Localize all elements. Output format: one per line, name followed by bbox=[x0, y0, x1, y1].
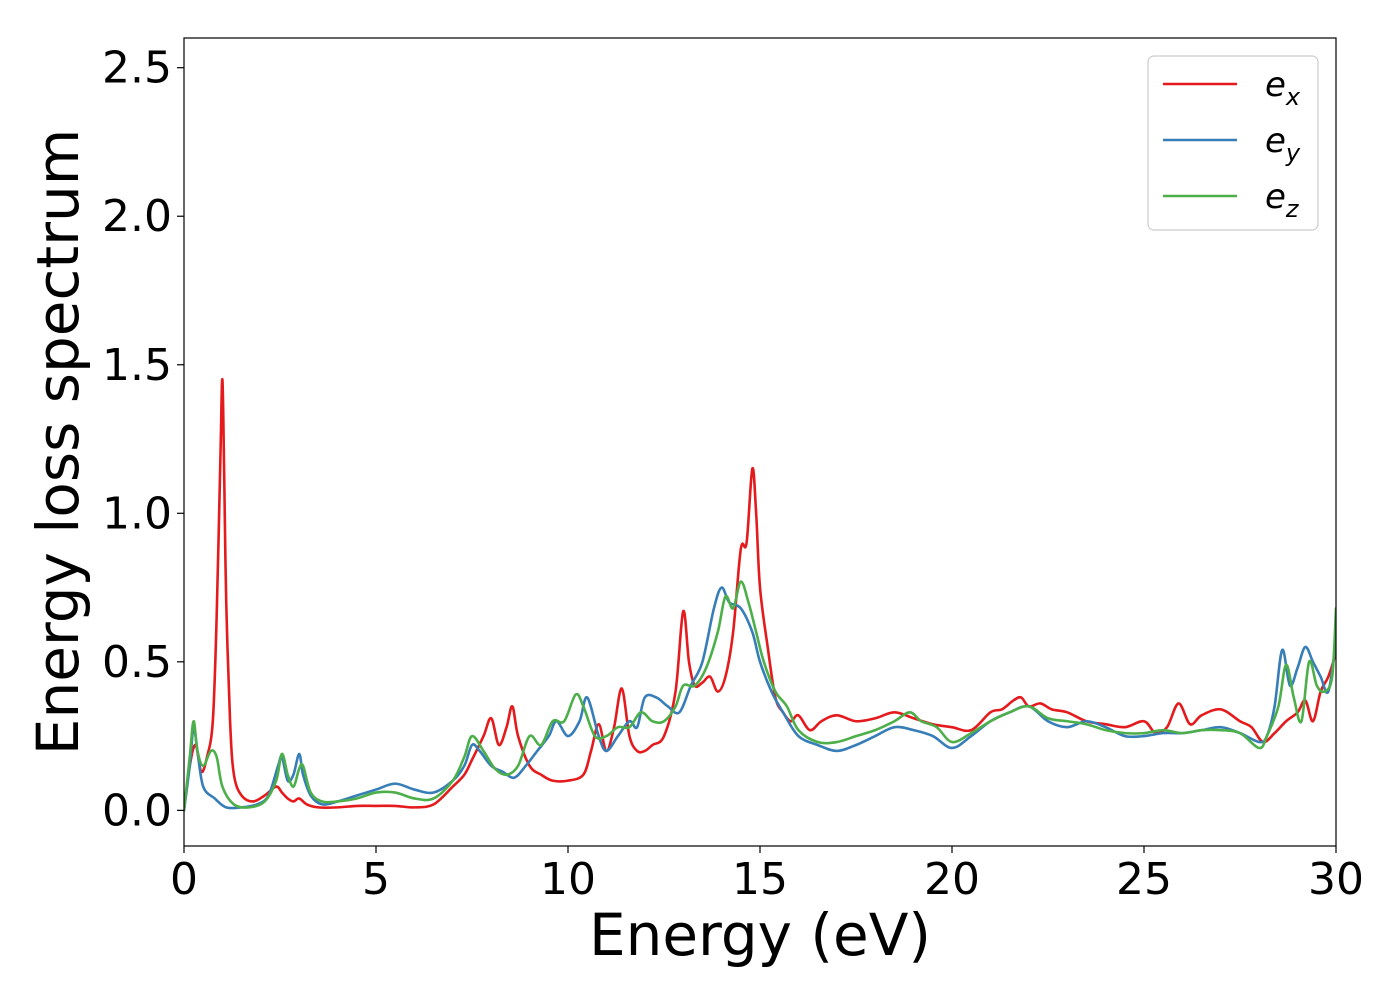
y-axis-label: Energy loss spectrum bbox=[24, 129, 92, 755]
series-layer bbox=[184, 378, 1336, 812]
legend-label: ez bbox=[1265, 177, 1300, 223]
legend-label-subscript: z bbox=[1285, 195, 1300, 223]
x-tick-label: 0 bbox=[170, 854, 198, 905]
legend-label-subscript: x bbox=[1285, 83, 1301, 111]
x-axis-ticks: 0 5 10 15 20 25 30 bbox=[170, 846, 1364, 905]
legend-label-subscript: y bbox=[1285, 139, 1301, 167]
legend-label-base: e bbox=[1265, 121, 1286, 161]
x-tick-label: 10 bbox=[540, 854, 596, 905]
x-axis-label: Energy (eV) bbox=[589, 901, 931, 969]
y-tick-label: 2.0 bbox=[102, 191, 172, 242]
x-tick-label: 30 bbox=[1308, 854, 1364, 905]
x-tick-label: 15 bbox=[732, 854, 788, 905]
legend-box bbox=[1147, 55, 1319, 231]
y-tick-label: 1.5 bbox=[102, 340, 172, 391]
y-tick-label: 0.5 bbox=[102, 637, 172, 688]
y-tick-label: 2.5 bbox=[102, 43, 172, 94]
y-tick-label: 1.0 bbox=[102, 488, 172, 539]
x-tick-label: 25 bbox=[1116, 854, 1172, 905]
legend-label: ey bbox=[1265, 121, 1301, 167]
legend-label-base: e bbox=[1265, 177, 1286, 217]
x-tick-label: 5 bbox=[362, 854, 390, 905]
series-line-e-z bbox=[184, 580, 1336, 812]
series-line-e-x bbox=[184, 378, 1336, 812]
y-axis-ticks: 0.0 0.5 1.0 1.5 2.0 2.5 bbox=[102, 43, 184, 836]
x-tick-label: 20 bbox=[924, 854, 980, 905]
legend-label: ex bbox=[1265, 65, 1301, 111]
y-tick-label: 0.0 bbox=[102, 785, 172, 836]
legend-label-base: e bbox=[1265, 65, 1286, 105]
